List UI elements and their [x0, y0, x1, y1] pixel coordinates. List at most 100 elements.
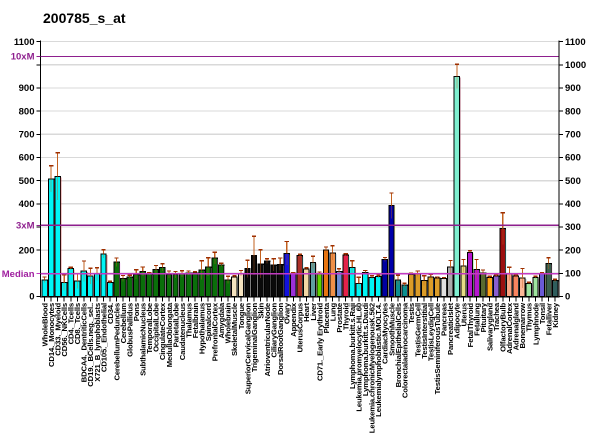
- svg-text:1100: 1100: [14, 37, 35, 48]
- svg-text:0: 0: [29, 292, 34, 303]
- svg-text:Lymphoma.burkitt.s.Daudi: Lymphoma.burkitt.s.Daudi: [361, 303, 370, 396]
- svg-text:CerebellumPeduncles: CerebellumPeduncles: [112, 303, 121, 380]
- svg-text:SuperiorCervicalGanglion: SuperiorCervicalGanglion: [243, 303, 252, 395]
- svg-text:SubthalamicNucleus: SubthalamicNucleus: [139, 303, 148, 376]
- svg-text:GlobusPallidus: GlobusPallidus: [125, 303, 134, 357]
- svg-text:CiliaryGanglion: CiliaryGanglion: [269, 303, 278, 358]
- svg-text:Tongue: Tongue: [237, 302, 246, 329]
- svg-text:800: 800: [565, 106, 581, 117]
- svg-text:Appendix: Appendix: [289, 302, 298, 337]
- svg-text:SmoothMuscle: SmoothMuscle: [387, 302, 396, 356]
- svg-text:1000: 1000: [565, 60, 586, 71]
- svg-text:CD33._Myeloid: CD33._Myeloid: [53, 303, 62, 356]
- svg-text:CD8._Tcells: CD8._Tcells: [73, 303, 82, 344]
- svg-text:CingulateCortex: CingulateCortex: [158, 302, 167, 360]
- svg-text:900: 900: [565, 83, 581, 94]
- svg-text:AtrioventricularNode: AtrioventricularNode: [263, 302, 272, 376]
- svg-text:TestisGermCell: TestisGermCell: [413, 303, 422, 357]
- svg-text:Uterus: Uterus: [459, 303, 468, 326]
- svg-text:100: 100: [565, 269, 581, 280]
- svg-text:200785_s_at: 200785_s_at: [43, 10, 126, 26]
- svg-text:WholeBlood: WholeBlood: [40, 303, 49, 347]
- svg-text:Thymus: Thymus: [525, 303, 534, 332]
- svg-text:MedullaOblongata: MedullaOblongata: [165, 302, 174, 367]
- svg-text:Hypothalamus: Hypothalamus: [197, 303, 206, 354]
- svg-text:AdrenalCortex: AdrenalCortex: [505, 302, 514, 354]
- svg-text:3xM: 3xM: [16, 221, 35, 232]
- svg-text:BDCA4._DentriticCells: BDCA4._DentriticCells: [80, 303, 89, 382]
- svg-text:TrigeminalGanglion: TrigeminalGanglion: [250, 303, 259, 373]
- svg-text:200: 200: [19, 245, 35, 256]
- svg-text:Thyroid: Thyroid: [341, 303, 350, 331]
- svg-text:TestisInterstitial: TestisInterstitial: [420, 303, 429, 359]
- svg-text:Fetalliver: Fetalliver: [544, 303, 553, 335]
- svg-text:Spinalcord: Spinalcord: [204, 303, 213, 342]
- svg-text:TestisSeminiferousTubule: TestisSeminiferousTubule: [433, 302, 442, 394]
- svg-text:CD56._NKCells: CD56._NKCells: [60, 303, 69, 357]
- svg-text:Wholebrain: Wholebrain: [224, 303, 233, 344]
- svg-text:CD4._Tcells: CD4._Tcells: [67, 303, 76, 344]
- svg-text:Tonsil: Tonsil: [538, 303, 547, 324]
- svg-text:Prostate: Prostate: [335, 302, 344, 332]
- svg-text:Colorectaladenocarcinoma: Colorectaladenocarcinoma: [400, 302, 409, 398]
- svg-text:800: 800: [19, 106, 35, 117]
- svg-text:Pituitary: Pituitary: [479, 302, 488, 332]
- svg-text:DorsalRootGanglion: DorsalRootGanglion: [276, 303, 285, 375]
- svg-text:Caudatenucleus: Caudatenucleus: [178, 303, 187, 360]
- svg-text:600: 600: [565, 153, 581, 164]
- svg-text:CD105._Endothelial: CD105._Endothelial: [99, 303, 108, 372]
- svg-text:900: 900: [19, 83, 35, 94]
- svg-text:ParietalLobe: ParietalLobe: [171, 302, 180, 347]
- svg-text:Median: Median: [2, 269, 35, 280]
- svg-text:UterusCorpus: UterusCorpus: [296, 303, 305, 352]
- svg-text:Bonemarrow: Bonemarrow: [518, 303, 527, 349]
- svg-text:Skin: Skin: [256, 303, 265, 319]
- svg-text:OccipitalLobe: OccipitalLobe: [152, 302, 161, 352]
- svg-text:Kidney: Kidney: [551, 302, 560, 328]
- svg-text:Adrenalgland: Adrenalgland: [512, 303, 521, 351]
- svg-text:700: 700: [19, 130, 35, 141]
- svg-text:700: 700: [565, 130, 581, 141]
- svg-text:CD19._BCells.neg._sel..: CD19._BCells.neg._sel..: [86, 303, 95, 387]
- svg-text:PrefrontalCortex: PrefrontalCortex: [211, 302, 220, 361]
- svg-text:Adipocyte: Adipocyte: [453, 302, 462, 339]
- svg-text:Salivarygland: Salivarygland: [485, 303, 494, 351]
- svg-text:PancreaticIslet: PancreaticIslet: [446, 302, 455, 355]
- svg-text:CardiacMyocytes: CardiacMyocytes: [381, 303, 390, 364]
- svg-text:Lymphnode: Lymphnode: [531, 302, 540, 345]
- svg-text:300: 300: [565, 222, 581, 233]
- svg-text:Heart: Heart: [302, 302, 311, 321]
- svg-text:400: 400: [565, 199, 581, 210]
- svg-text:Testis: Testis: [407, 303, 416, 324]
- svg-text:Amygdala: Amygdala: [217, 302, 226, 338]
- svg-text:Placenta: Placenta: [322, 302, 331, 333]
- svg-text:Cerebellum: Cerebellum: [119, 303, 128, 344]
- svg-text:0: 0: [565, 292, 570, 303]
- svg-text:500: 500: [565, 176, 581, 187]
- svg-text:Trachea: Trachea: [492, 302, 501, 331]
- svg-text:CD34.: CD34.: [106, 303, 115, 324]
- svg-text:TestisLeydigCell: TestisLeydigCell: [427, 303, 436, 361]
- svg-text:Lymphoma.burkitt.s.Raji: Lymphoma.burkitt.s.Raji: [348, 303, 357, 389]
- svg-text:X721_B_lymphoblasts: X721_B_lymphoblasts: [93, 303, 102, 382]
- svg-text:Leukemialymphoblastic.MOLT.4.: Leukemialymphoblastic.MOLT.4.: [374, 303, 383, 417]
- svg-text:400: 400: [19, 199, 35, 210]
- svg-text:BronchialEpithelialCells: BronchialEpithelialCells: [394, 303, 403, 387]
- svg-text:500: 500: [19, 176, 35, 187]
- svg-text:Ovary: Ovary: [283, 302, 292, 324]
- svg-text:200: 200: [565, 245, 581, 256]
- svg-text:OlfactoryBulb: OlfactoryBulb: [499, 303, 508, 352]
- svg-text:10xM: 10xM: [11, 52, 35, 63]
- svg-text:Lung: Lung: [328, 303, 337, 322]
- svg-text:TemporalLobe: TemporalLobe: [145, 302, 154, 353]
- svg-text:Liver: Liver: [309, 303, 318, 321]
- svg-text:CD71._Early Erythroid: CD71._Early Erythroid: [315, 303, 324, 381]
- svg-text:Pons: Pons: [132, 303, 141, 321]
- svg-text:600: 600: [19, 153, 35, 164]
- svg-text:Fetalbrain: Fetalbrain: [191, 303, 200, 339]
- svg-text:Leukemia.chronicMyelogenousK.5: Leukemia.chronicMyelogenousK.562: [368, 303, 377, 433]
- svg-text:CD14._Monocytes: CD14._Monocytes: [47, 303, 56, 367]
- svg-text:Thalamus: Thalamus: [184, 303, 193, 338]
- svg-text:Fetallung: Fetallung: [472, 303, 481, 336]
- svg-text:Leukemia.promyelocytic.HL.60: Leukemia.promyelocytic.HL.60: [355, 303, 364, 412]
